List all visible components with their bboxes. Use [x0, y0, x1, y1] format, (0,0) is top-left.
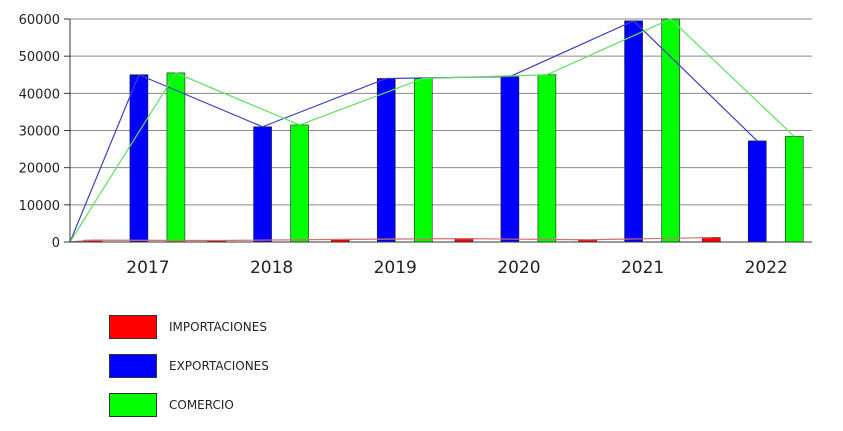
bar-exportaciones-2019 [376, 78, 396, 243]
bar-chart: 0 10000 20000 30000 40000 50000 60000 2017 2018… [19, 13, 812, 278]
bar-exportaciones-2021 [624, 20, 643, 243]
y-tick-label-40000: 40000 [19, 87, 60, 102]
legend-label-importaciones: IMPORTACIONES [169, 320, 267, 334]
series-lines [69, 18, 795, 243]
legend-label-exportaciones: EXPORTACIONES [169, 359, 269, 373]
bar-comercio-2022 [784, 136, 804, 243]
line-exportaciones [69, 20, 758, 243]
y-tick-label-30000: 30000 [19, 125, 60, 140]
x-axis-ticks: 2017 2018 2019 2020 2021 2022 [126, 258, 788, 278]
bar-comercio-2019 [413, 78, 433, 243]
bar-comercio-2021 [661, 18, 680, 243]
bar-comercio-2018 [290, 124, 309, 243]
legend-label-comercio: COMERCIO [169, 398, 234, 412]
y-tick-label-0: 0 [52, 236, 60, 251]
legend-swatch-comercio [109, 393, 157, 417]
legend: IMPORTACIONES EXPORTACIONES COMERCIO [109, 314, 269, 431]
line-comercio [69, 18, 795, 243]
grid-lines [70, 18, 812, 243]
bar-exportaciones-2018 [253, 126, 272, 243]
legend-item-comercio: COMERCIO [109, 392, 269, 418]
bar-comercio-2020 [537, 74, 557, 243]
bar-comercio-2017 [166, 72, 186, 243]
legend-item-importaciones: IMPORTACIONES [109, 314, 269, 340]
bar-exportaciones-2017 [129, 74, 149, 243]
legend-swatch-exportaciones [109, 354, 157, 378]
x-tick-label-2021: 2021 [621, 258, 664, 278]
legend-item-exportaciones: EXPORTACIONES [109, 353, 269, 379]
x-tick-label-2019: 2019 [374, 258, 417, 278]
x-tick-label-2022: 2022 [745, 258, 788, 278]
line-importaciones [69, 236, 712, 243]
x-tick-label-2020: 2020 [497, 258, 540, 278]
x-tick-label-2017: 2017 [126, 258, 169, 278]
bar-exportaciones-2020 [500, 76, 520, 243]
axes [69, 19, 812, 243]
x-tick-label-2018: 2018 [250, 258, 293, 278]
bar-exportaciones-2022 [747, 140, 767, 243]
y-tick-label-20000: 20000 [19, 162, 60, 177]
y-axis-ticks: 0 10000 20000 30000 40000 50000 60000 [19, 13, 70, 251]
y-tick-label-50000: 50000 [19, 50, 60, 65]
y-tick-label-10000: 10000 [19, 199, 60, 214]
legend-swatch-importaciones [109, 315, 157, 339]
y-tick-label-60000: 60000 [19, 13, 60, 28]
